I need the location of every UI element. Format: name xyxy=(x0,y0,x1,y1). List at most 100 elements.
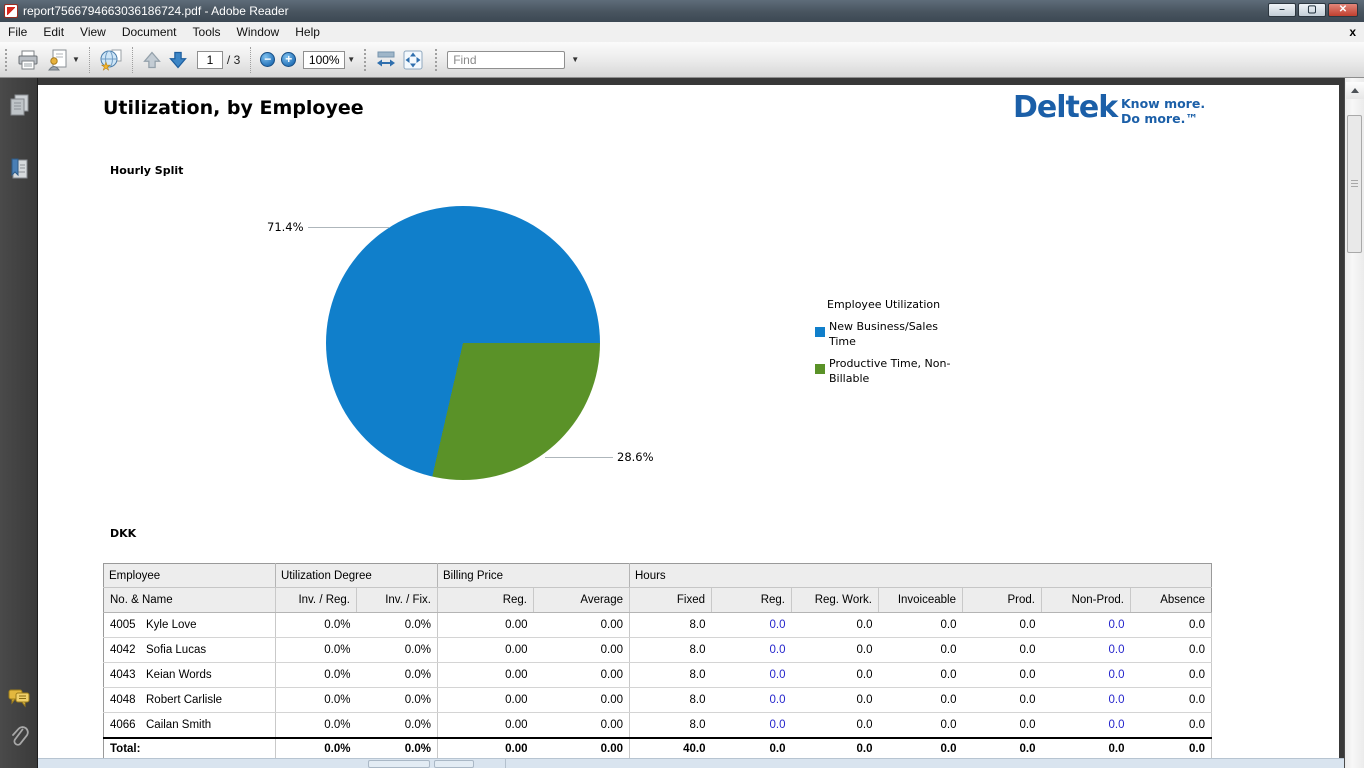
menu-edit[interactable]: Edit xyxy=(35,23,72,41)
value-cell: 0.0% xyxy=(357,663,438,688)
menu-window[interactable]: Window xyxy=(229,23,288,41)
title-bar[interactable]: report7566794663036186724.pdf - Adobe Re… xyxy=(0,0,1364,22)
menu-document[interactable]: Document xyxy=(114,23,185,41)
table-row: 4042Sofia Lucas0.0%0.0%0.000.008.00.00.0… xyxy=(104,638,1212,663)
group-header: Hours xyxy=(630,564,1212,588)
share-file-button[interactable]: ▼ xyxy=(43,47,83,73)
menu-view[interactable]: View xyxy=(72,23,114,41)
column-header: Reg. xyxy=(712,588,792,613)
pages-panel-button[interactable] xyxy=(7,93,31,117)
globe-star-icon: ★ xyxy=(99,49,123,71)
comments-panel-button[interactable] xyxy=(7,686,31,710)
toolbar-separator xyxy=(132,47,133,73)
deltek-tagline: Know more. Do more.™ xyxy=(1121,96,1205,126)
value-cell: 0.00 xyxy=(534,688,630,713)
zoom-out-button[interactable]: − xyxy=(260,52,275,67)
pie-chart xyxy=(326,206,600,480)
employee-cell: 4066Cailan Smith xyxy=(104,713,276,738)
scroll-ghost-button[interactable] xyxy=(368,760,430,768)
find-dropdown-caret[interactable]: ▼ xyxy=(571,55,579,64)
next-page-button[interactable] xyxy=(165,48,191,72)
table-row: 4043Keian Words0.0%0.0%0.000.008.00.00.0… xyxy=(104,663,1212,688)
hours-link-cell[interactable]: 0.0 xyxy=(712,688,792,713)
pdf-file-icon xyxy=(4,4,18,18)
hours-link-cell[interactable]: 0.0 xyxy=(1042,713,1131,738)
toolbar-grip[interactable] xyxy=(363,48,368,72)
adobe-reader-window: report7566794663036186724.pdf - Adobe Re… xyxy=(0,0,1364,768)
menu-bar: File Edit View Document Tools Window Hel… xyxy=(0,22,1364,42)
employee-number: 4042 xyxy=(110,644,146,656)
value-cell: 0.00 xyxy=(438,613,534,638)
hours-link-cell[interactable]: 0.0 xyxy=(1042,638,1131,663)
maximize-button[interactable]: ▢ xyxy=(1298,3,1326,17)
value-cell: 0.0 xyxy=(879,613,963,638)
value-cell: 0.00 xyxy=(438,638,534,663)
column-header: Reg. Work. xyxy=(792,588,879,613)
close-button[interactable]: ✕ xyxy=(1328,3,1358,17)
fit-width-button[interactable] xyxy=(372,48,400,72)
scroll-up-icon xyxy=(1351,88,1359,93)
horizontal-scrollbar[interactable] xyxy=(38,758,1344,768)
currency-label: DKK xyxy=(110,527,136,540)
report-title: Utilization, by Employee xyxy=(103,97,364,119)
collaborate-button[interactable]: ★ xyxy=(96,47,126,73)
table-column-header-row: No. & NameInv. / Reg.Inv. / Fix.Reg.Aver… xyxy=(104,588,1212,613)
value-cell: 8.0 xyxy=(630,638,712,663)
previous-page-button[interactable] xyxy=(139,48,165,72)
attachments-panel-button[interactable] xyxy=(7,726,31,750)
hours-link-cell[interactable]: 0.0 xyxy=(712,613,792,638)
value-cell: 0.0 xyxy=(792,638,879,663)
menu-tools[interactable]: Tools xyxy=(185,23,229,41)
value-cell: 0.00 xyxy=(438,688,534,713)
table-row: 4066Cailan Smith0.0%0.0%0.000.008.00.00.… xyxy=(104,713,1212,738)
scrollbar-thumb[interactable] xyxy=(1347,115,1362,253)
hours-link-cell[interactable]: 0.0 xyxy=(712,713,792,738)
employee-cell: 4048Robert Carlisle xyxy=(104,688,276,713)
scroll-ghost-button[interactable] xyxy=(434,760,474,768)
scroll-up-button[interactable] xyxy=(1346,82,1364,99)
navigation-panel xyxy=(0,78,38,768)
toolbar-grip[interactable] xyxy=(4,48,9,72)
zoom-dropdown-caret[interactable]: ▼ xyxy=(347,55,355,64)
share-dropdown-caret[interactable]: ▼ xyxy=(72,55,80,64)
value-cell: 0.0% xyxy=(276,638,357,663)
close-document-button[interactable]: x xyxy=(1349,25,1356,39)
zoom-in-button[interactable]: + xyxy=(281,52,296,67)
employee-name: Robert Carlisle xyxy=(146,694,222,706)
hours-link-cell[interactable]: 0.0 xyxy=(1042,688,1131,713)
print-button[interactable] xyxy=(13,47,43,73)
pie-label-green: 28.6% xyxy=(617,450,654,464)
menu-file[interactable]: File xyxy=(0,23,35,41)
hours-link-cell[interactable]: 0.0 xyxy=(1042,663,1131,688)
value-cell: 0.00 xyxy=(534,613,630,638)
hours-link-cell[interactable]: 0.0 xyxy=(712,663,792,688)
legend-swatch-green xyxy=(815,364,825,374)
column-header: Inv. / Reg. xyxy=(276,588,357,613)
table-row: 4048Robert Carlisle0.0%0.0%0.000.008.00.… xyxy=(104,688,1212,713)
menu-help[interactable]: Help xyxy=(287,23,328,41)
minimize-button[interactable]: – xyxy=(1268,3,1296,17)
toolbar-grip[interactable] xyxy=(434,48,439,72)
down-arrow-icon xyxy=(168,50,188,70)
value-cell: 0.00 xyxy=(438,713,534,738)
fit-page-button[interactable] xyxy=(400,48,426,72)
table-row: 4005Kyle Love0.0%0.0%0.000.008.00.00.00.… xyxy=(104,613,1212,638)
comments-icon xyxy=(7,687,31,709)
employee-number: 4048 xyxy=(110,694,146,706)
chart-section-label: Hourly Split xyxy=(110,164,183,177)
legend-title: Employee Utilization xyxy=(827,298,975,311)
vertical-scrollbar[interactable] xyxy=(1344,78,1364,768)
hours-link-cell[interactable]: 0.0 xyxy=(712,638,792,663)
hours-link-cell[interactable]: 0.0 xyxy=(1042,613,1131,638)
employee-name: Kyle Love xyxy=(146,619,197,631)
value-cell: 8.0 xyxy=(630,613,712,638)
bookmarks-panel-button[interactable] xyxy=(7,158,31,182)
employee-cell: 4043Keian Words xyxy=(104,663,276,688)
value-cell: 0.0 xyxy=(792,688,879,713)
zoom-level-select[interactable]: 100% xyxy=(303,51,345,69)
legend-label: New Business/Sales Time xyxy=(829,320,954,349)
strip-divider xyxy=(505,759,506,768)
column-header: Invoiceable xyxy=(879,588,963,613)
page-number-input[interactable] xyxy=(197,51,223,69)
find-input[interactable] xyxy=(447,51,565,69)
